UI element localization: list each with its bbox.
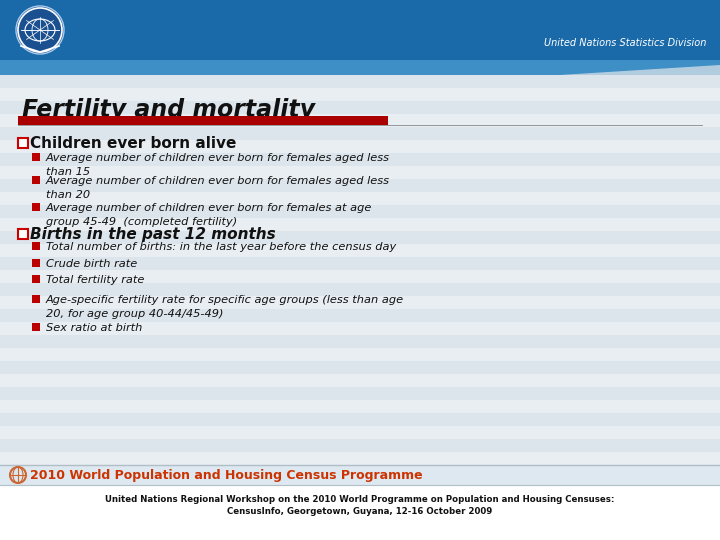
Text: Fertility and mortality: Fertility and mortality [22, 98, 315, 122]
Bar [32, 275, 40, 283]
Bar [0, 296, 720, 309]
Text: CensusInfo, Georgetown, Guyana, 12-16 October 2009: CensusInfo, Georgetown, Guyana, 12-16 Oc… [228, 508, 492, 516]
Bar [32, 153, 40, 161]
Bar [0, 270, 720, 283]
Bar [18, 229, 28, 239]
Text: Age-specific fertility rate for specific age groups (less than age
20, for age g: Age-specific fertility rate for specific… [46, 295, 404, 319]
Bar [0, 166, 720, 179]
Text: Children ever born alive: Children ever born alive [30, 136, 236, 151]
Bar [0, 452, 720, 465]
Text: Average number of children ever born for females aged less
than 15: Average number of children ever born for… [46, 153, 390, 177]
Bar [0, 257, 720, 270]
Bar [0, 335, 720, 348]
Bar [0, 231, 720, 244]
Bar [0, 387, 720, 400]
Bar [18, 116, 388, 125]
Bar [18, 138, 28, 148]
Bar [0, 88, 720, 101]
Text: Total number of births: in the last year before the census day: Total number of births: in the last year… [46, 242, 396, 252]
Text: Births in the past 12 months: Births in the past 12 months [30, 226, 276, 241]
Bar [32, 203, 40, 211]
Bar [32, 295, 40, 303]
Bar [0, 127, 720, 140]
Bar [32, 259, 40, 267]
Bar [0, 465, 720, 485]
Bar [32, 176, 40, 184]
Bar [0, 361, 720, 374]
Bar [0, 0, 720, 60]
Bar [0, 179, 720, 192]
Text: United Nations Regional Workshop on the 2010 World Programme on Population and H: United Nations Regional Workshop on the … [105, 496, 615, 504]
Text: Crude birth rate: Crude birth rate [46, 259, 138, 269]
Text: Average number of children ever born for females at age
group 45-49  (completed : Average number of children ever born for… [46, 203, 372, 227]
Text: United Nations Statistics Division: United Nations Statistics Division [544, 38, 706, 48]
Circle shape [16, 6, 64, 54]
Bar [0, 244, 720, 257]
Bar [0, 309, 720, 322]
Bar [0, 75, 720, 88]
Bar [0, 60, 720, 85]
Bar [32, 323, 40, 331]
Bar [0, 218, 720, 231]
Text: Total fertility rate: Total fertility rate [46, 275, 145, 285]
Text: 2010 World Population and Housing Census Programme: 2010 World Population and Housing Census… [30, 469, 423, 482]
Bar [0, 348, 720, 361]
Bar [0, 413, 720, 426]
Bar [0, 374, 720, 387]
Bar [0, 283, 720, 296]
Bar [0, 140, 720, 153]
Bar [0, 101, 720, 114]
Bar [0, 153, 720, 166]
Bar [0, 322, 720, 335]
Bar [0, 192, 720, 205]
Bar [0, 400, 720, 413]
Polygon shape [0, 65, 720, 120]
Bar [32, 242, 40, 250]
Bar [0, 439, 720, 452]
Bar [0, 114, 720, 127]
Text: Sex ratio at birth: Sex ratio at birth [46, 323, 143, 333]
Bar [0, 205, 720, 218]
Bar [0, 80, 720, 465]
Bar [0, 426, 720, 439]
Text: Average number of children ever born for females aged less
than 20: Average number of children ever born for… [46, 176, 390, 200]
